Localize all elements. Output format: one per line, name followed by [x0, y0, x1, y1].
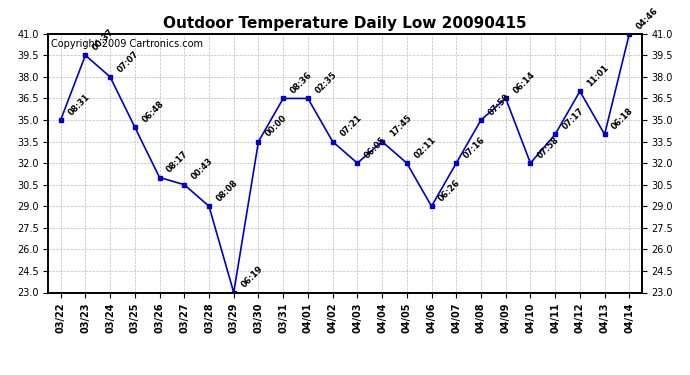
Text: 06:19: 06:19 [239, 264, 264, 290]
Text: 07:58: 07:58 [536, 135, 561, 160]
Text: 06:26: 06:26 [437, 178, 462, 204]
Title: Outdoor Temperature Daily Low 20090415: Outdoor Temperature Daily Low 20090415 [164, 16, 526, 31]
Text: 02:11: 02:11 [413, 135, 437, 160]
Text: 08:31: 08:31 [66, 92, 91, 117]
Text: 06:48: 06:48 [140, 99, 166, 124]
Text: 07:21: 07:21 [338, 114, 364, 139]
Text: 07:17: 07:17 [561, 106, 586, 132]
Text: 04:46: 04:46 [635, 6, 660, 31]
Text: 08:17: 08:17 [165, 150, 190, 175]
Text: 00:43: 00:43 [190, 157, 215, 182]
Text: 02:35: 02:35 [313, 70, 339, 96]
Text: 06:18: 06:18 [610, 106, 635, 132]
Text: 00:37: 00:37 [91, 27, 116, 53]
Text: 06:05: 06:05 [363, 135, 388, 160]
Text: Copyright 2009 Cartronics.com: Copyright 2009 Cartronics.com [51, 39, 204, 49]
Text: 17:45: 17:45 [388, 114, 413, 139]
Text: 07:16: 07:16 [462, 135, 487, 160]
Text: 11:01: 11:01 [585, 63, 611, 88]
Text: 07:50: 07:50 [486, 92, 512, 117]
Text: 00:00: 00:00 [264, 114, 289, 139]
Text: 08:36: 08:36 [288, 70, 314, 96]
Text: 08:08: 08:08 [215, 178, 239, 204]
Text: 07:07: 07:07 [116, 49, 141, 74]
Text: 06:14: 06:14 [511, 70, 537, 96]
